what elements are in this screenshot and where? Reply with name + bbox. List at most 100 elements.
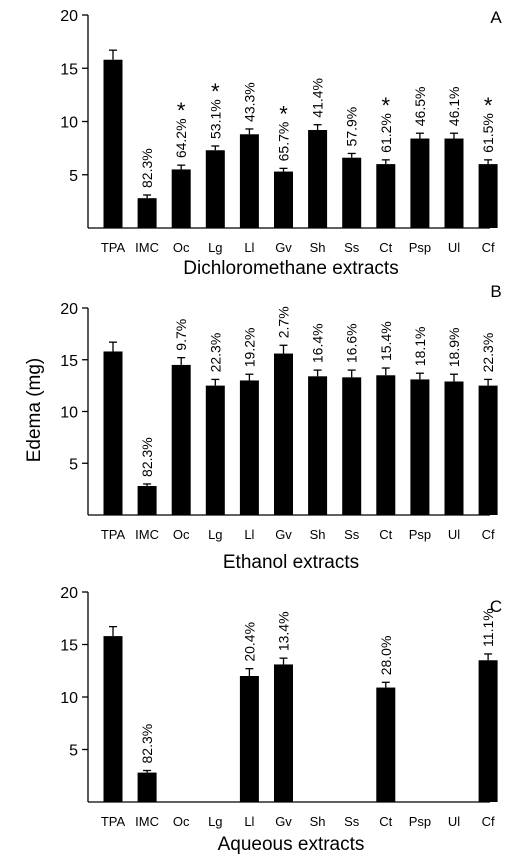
panel-a-category-label: Ct [379,240,392,255]
panel-a-bar [308,130,328,228]
panel-b-category-label: Ss [344,527,360,542]
panel-b-category-label: Ct [379,527,392,542]
panel-a-bar [239,134,259,228]
panel-c-inhibition-label: 28.0% [378,636,394,676]
panel-b-bar [410,379,430,515]
panel-c-y-tick-label: 5 [69,743,78,760]
panel-a-bar [376,164,396,228]
panel-b-inhibition-label: 82.3% [139,437,155,477]
panel-b-y-tick-label: 5 [69,456,78,473]
panel-a-significance-star: * [484,93,493,118]
panel-b-category-label: IMC [135,527,159,542]
panel-a-inhibition-label: 57.9% [344,107,360,147]
panel-c-bar [103,636,123,802]
panel-c-inhibition-label: 82.3% [139,724,155,764]
panel-b-category-label: Psp [409,527,431,542]
panel-c-bar [137,772,157,802]
panel-c-category-label: Psp [409,814,431,829]
panel-a-category-label: Ul [448,240,460,255]
panel-a-letter: A [490,8,502,27]
panel-a-inhibition-label: 53.1% [207,99,223,139]
panel-b-inhibition-label: 18.1% [412,327,428,367]
panel-c-category-label: Ll [244,814,254,829]
panel-c-x-axis-label: Aqueous extracts [218,834,365,855]
panel-b-category-label: Sh [310,527,326,542]
panel-b-bar [342,377,362,515]
panel-b-inhibition-label: 2.7% [276,306,292,338]
panel-c-category-label: TPA [101,814,126,829]
panel-a-bar [171,169,191,228]
panel-b-bar [444,381,464,515]
panel-b-bar [376,375,396,515]
panel-b-bar [171,364,191,515]
panel-b-category-label: Cf [482,527,495,542]
panel-a-inhibition-label: 61.2% [378,113,394,153]
panel-a-y-tick-label: 20 [60,8,78,25]
panel-a-inhibition-label: 41.4% [310,78,326,118]
panel-a-category-label: Cf [482,240,495,255]
panel-b-inhibition-label: 18.9% [446,328,462,368]
panel-b-inhibition-label: 22.3% [207,333,223,373]
panel-b-inhibition-label: 22.3% [480,333,496,373]
panel-c-bar [478,660,498,802]
panel-a-category-label: Psp [409,240,431,255]
panel-b-inhibition-label: 19.2% [241,328,257,368]
panel-a-significance-star: * [382,93,391,118]
panel-a-inhibition-label: 64.2% [173,118,189,158]
panel-b-letter: B [490,282,501,301]
panel-a-y-tick-label: 15 [60,61,78,78]
panel-a-inhibition-label: 65.7% [276,122,292,162]
panel-c-y-tick-label: 10 [60,690,78,707]
panel-b-category-label: TPA [101,527,126,542]
panel-c-category-label: Ul [448,814,460,829]
panel-a-inhibition-label: 61.5% [480,113,496,153]
panel-a-category-label: Ll [244,240,254,255]
panel-a-category-label: Ss [344,240,360,255]
panel-c-inhibition-label: 13.4% [276,611,292,651]
panel-b-bar [205,385,225,515]
panel-b-bar [478,385,498,515]
panel-b-category-label: Ul [448,527,460,542]
panel-a-y-tick-label: 10 [60,115,78,132]
panel-b-x-axis-label: Ethanol extracts [223,552,359,573]
panel-b-inhibition-label: 16.4% [310,323,326,363]
panel-b-inhibition-label: 15.4% [378,321,394,361]
panel-a-category-label: Oc [173,240,190,255]
panel-b-inhibition-label: 9.7% [173,319,189,351]
panel-a-x-axis-label: Dichloromethane extracts [183,258,398,279]
panel-c-category-label: Ct [379,814,392,829]
panel-b-category-label: Ll [244,527,254,542]
panel-a-category-label: Sh [310,240,326,255]
panel-b-category-label: Gv [275,527,292,542]
panel-b-bar [239,380,259,515]
panel-c-letter: C [490,597,502,616]
panel-a-bar [274,171,293,228]
panel-c-category-label: Cf [482,814,495,829]
panel-b-bar [137,486,157,515]
panel-a-bar [103,59,123,229]
panel-a-significance-star: * [279,101,288,126]
panel-a-y-tick-label: 5 [69,168,78,185]
panel-c-y-tick-label: 15 [60,638,78,655]
panel-a-bar [410,138,430,228]
panel-c-inhibition-label: 20.4% [241,622,257,662]
panel-b-y-tick-label: 20 [60,301,78,318]
panel-b-bar [103,351,123,515]
panel-a-bar [342,157,362,228]
panel-a-bar [478,164,498,228]
panel-b-y-tick-label: 10 [60,405,78,422]
panel-c-bar [376,687,396,802]
panel-a-category-label: TPA [101,240,126,255]
panel-b-inhibition-label: 16.6% [344,323,360,363]
panel-a-significance-star: * [211,79,220,104]
panel-b-bar [308,376,328,515]
panel-c-category-label: Oc [173,814,190,829]
panel-c-y-tick-label: 20 [60,585,78,602]
panel-a-category-label: IMC [135,240,159,255]
panel-a-inhibition-label: 46.1% [446,87,462,127]
panel-c-category-label: Gv [275,814,292,829]
panel-c-bar [239,676,259,802]
panel-a-bar [205,150,225,228]
panel-a-category-label: Gv [275,240,292,255]
